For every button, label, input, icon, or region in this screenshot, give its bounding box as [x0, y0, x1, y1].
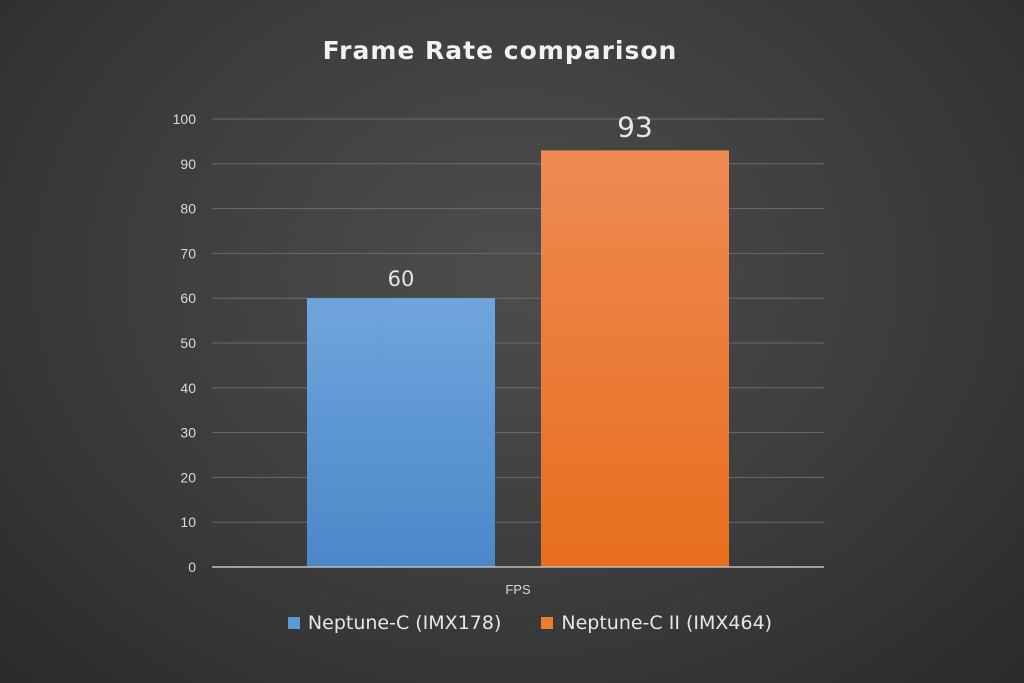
legend-item-series-2: Neptune-C II (IMX464)	[541, 612, 772, 634]
y-tick-label: 50	[180, 335, 196, 351]
y-tick-label: 60	[180, 290, 196, 306]
y-tick-label: 10	[180, 514, 196, 530]
legend-item-series-1: Neptune-C (IMX178)	[287, 612, 502, 634]
legend-swatch-series-1	[287, 617, 300, 629]
y-tick-label: 0	[188, 559, 196, 575]
y-tick-label: 70	[180, 245, 196, 261]
legend-swatch-series-2	[541, 617, 554, 629]
legend-label-series-2: Neptune-C II (IMX464)	[561, 612, 773, 634]
chart-legend: Neptune-C (IMX178) Neptune-C II (IMX464)	[0, 612, 1024, 634]
data-label-series-2: 93	[617, 110, 653, 143]
chart-title: Frame Rate comparison	[322, 36, 678, 65]
bar-series-1	[307, 298, 495, 567]
y-tick-label: 100	[173, 111, 197, 127]
data-label-series-1: 60	[388, 267, 415, 291]
bar-series-2	[541, 150, 729, 568]
y-tick-label: 20	[180, 469, 196, 485]
y-tick-label: 40	[180, 380, 196, 396]
legend-label-series-1: Neptune-C (IMX178)	[307, 612, 502, 634]
y-tick-label: 90	[180, 156, 196, 172]
y-tick-label: 80	[180, 201, 196, 217]
x-category-label: FPS	[505, 582, 531, 597]
y-tick-label: 30	[180, 425, 196, 441]
